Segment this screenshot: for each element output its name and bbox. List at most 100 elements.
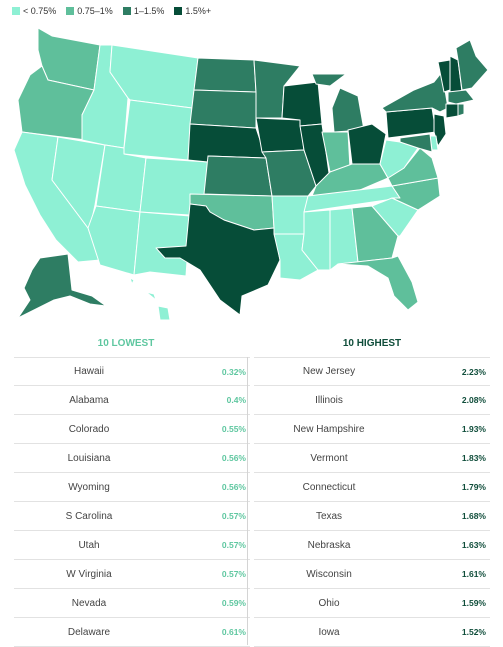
state-name: Delaware (67, 626, 111, 638)
state-name: Nebraska (307, 539, 351, 551)
table-row: Utah 0.57% (14, 531, 250, 560)
state-name: Wyoming (68, 481, 110, 493)
table-row: Louisiana 0.56% (14, 444, 250, 473)
state-KS[interactable] (203, 155, 273, 197)
state-NY[interactable] (381, 71, 449, 113)
rate-value: 2.08% (461, 395, 486, 405)
rate-value: 0.4% (226, 395, 246, 405)
table-row: Illinois 2.08% (254, 386, 490, 415)
legend-swatch-3 (122, 7, 131, 15)
table-row: Hawaii 0.32% (14, 357, 250, 386)
table-row: Colorado 0.55% (14, 415, 250, 444)
state-name: Hawaii (73, 366, 104, 377)
table-row: Texas 1.68% (254, 502, 490, 531)
legend-label-4: 1.5%+ (185, 6, 212, 16)
state-name: Iowa (318, 626, 340, 638)
rate-value: 1.79% (461, 482, 486, 492)
state-name: Vermont (310, 452, 348, 464)
column-divider (247, 357, 248, 645)
state-ME[interactable] (455, 39, 489, 91)
legend-label-1: < 0.75% (23, 6, 57, 16)
rate-value: 1.63% (461, 540, 486, 550)
table-row: New Hampshire 1.93% (254, 415, 490, 444)
state-MD[interactable] (399, 133, 433, 153)
state-name: New Hampshire (293, 423, 365, 435)
legend-swatch-2 (66, 7, 75, 15)
state-WY[interactable] (123, 99, 193, 161)
legend-label-2: 0.75–1% (77, 6, 113, 16)
state-CT[interactable] (445, 103, 459, 119)
rate-value: 1.83% (461, 453, 486, 463)
state-NM[interactable] (133, 211, 191, 277)
table-row: S Carolina 0.57% (14, 502, 250, 531)
table-row: Ohio 1.59% (254, 589, 490, 618)
state-GA[interactable] (351, 205, 399, 263)
table-row: Nevada 0.59% (14, 589, 250, 618)
state-MA[interactable] (447, 89, 475, 105)
legend-swatch-4 (174, 7, 183, 15)
state-name: Louisiana (67, 452, 111, 464)
state-AK[interactable] (17, 253, 107, 319)
state-TX[interactable] (155, 203, 281, 316)
state-RI[interactable] (457, 103, 465, 117)
state-name: Illinois (315, 394, 343, 406)
state-name: Nevada (71, 597, 107, 609)
table-row: Nebraska 1.63% (254, 531, 490, 560)
rate-value: 1.52% (461, 627, 486, 637)
state-AR[interactable] (271, 195, 309, 235)
table-row: Delaware 0.61% (14, 618, 250, 647)
rate-value: 1.68% (461, 511, 486, 521)
state-name: Colorado (68, 423, 110, 435)
rate-value: 2.23% (461, 366, 486, 377)
legend-item-1: < 0.75% (12, 6, 56, 16)
rate-value: 0.56% (221, 482, 246, 492)
state-name: Texas (315, 510, 343, 522)
us-choropleth-map (13, 27, 489, 321)
state-NJ[interactable] (433, 113, 447, 147)
legend-item-4: 1.5%+ (174, 6, 211, 16)
rate-value: 0.57% (221, 511, 246, 521)
state-name: Utah (78, 539, 100, 551)
rate-value: 1.93% (461, 424, 486, 434)
state-AZ[interactable] (87, 205, 141, 276)
rate-value: 1.59% (461, 598, 486, 608)
rate-value: 0.61% (221, 627, 246, 637)
legend-item-3: 1–1.5% (122, 6, 165, 16)
state-name: Alabama (69, 394, 109, 406)
state-HI[interactable] (129, 277, 171, 321)
state-FL[interactable] (337, 255, 419, 311)
lowest-table: Hawaii 0.32% Alabama 0.4% Colorado 0.55% Lo… (14, 357, 250, 647)
table-row: Vermont 1.83% (254, 444, 490, 473)
table-row: Alabama 0.4% (14, 386, 250, 415)
rate-value: 0.57% (221, 569, 246, 579)
state-SD[interactable] (189, 89, 257, 129)
legend-item-2: 0.75–1% (66, 6, 113, 16)
legend-label-3: 1–1.5% (133, 6, 165, 16)
rate-value: 0.57% (221, 540, 246, 550)
legend-swatch-1 (12, 7, 20, 15)
highest-table: New Jersey 2.23% Illinois 2.08% New Hampsh… (254, 357, 490, 647)
rate-value: 0.56% (221, 453, 246, 463)
rate-value: 1.61% (461, 569, 486, 579)
state-PA[interactable] (385, 107, 437, 139)
state-IA[interactable] (255, 117, 305, 153)
table-row: Wyoming 0.56% (14, 473, 250, 502)
state-OH[interactable] (347, 123, 387, 165)
state-ND[interactable] (193, 57, 257, 93)
state-name: New Jersey (302, 366, 356, 377)
state-name: Wisconsin (306, 568, 352, 580)
map-legend: < 0.75% 0.75–1% 1–1.5% 1.5%+ (12, 4, 211, 18)
state-name: W Virginia (66, 568, 112, 580)
lowest-header: 10 LOWEST (97, 338, 155, 349)
rate-value: 0.55% (221, 424, 246, 434)
state-name: S Carolina (65, 510, 113, 522)
highest-header: 10 HIGHEST (342, 338, 402, 349)
rate-value: 0.59% (221, 598, 246, 608)
table-row: W Virginia 0.57% (14, 560, 250, 589)
table-row: Iowa 1.52% (254, 618, 490, 647)
table-row: New Jersey 2.23% (254, 357, 490, 386)
state-name: Connecticut (302, 481, 356, 493)
table-row: Wisconsin 1.61% (254, 560, 490, 589)
rate-value: 0.32% (221, 366, 246, 377)
state-SC[interactable] (371, 197, 419, 237)
